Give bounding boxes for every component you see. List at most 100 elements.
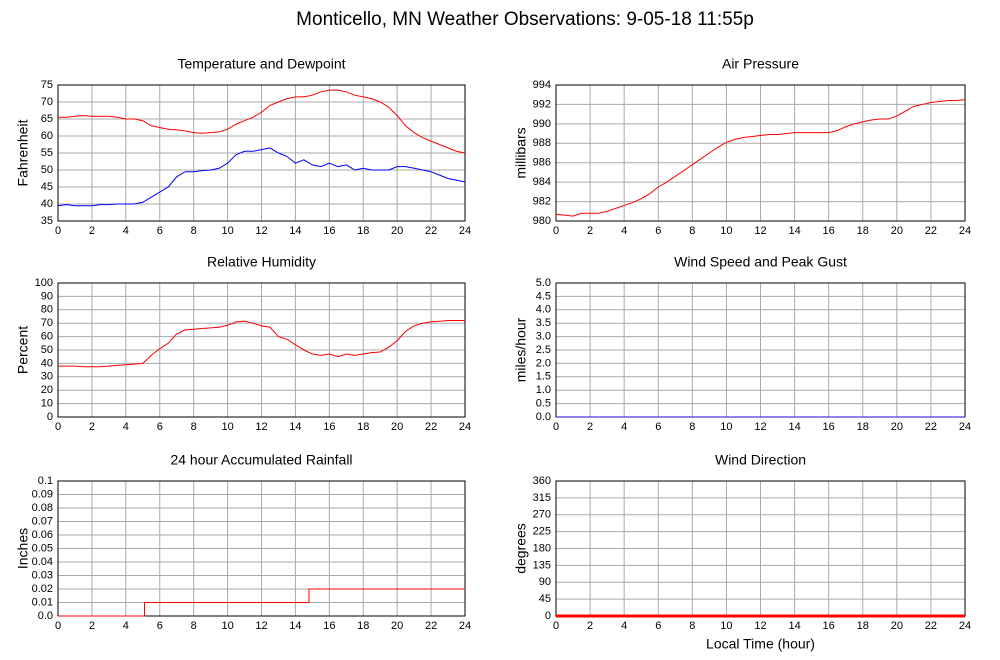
- y-axis-label: Fahrenheit: [15, 119, 31, 186]
- y-tick-label: 270: [533, 509, 551, 521]
- y-tick-label: 2.5: [536, 344, 551, 356]
- x-tick-label: 10: [720, 225, 732, 237]
- x-tick-label: 22: [925, 225, 937, 237]
- y-tick-label: 0: [545, 610, 551, 622]
- x-tick-label: 22: [425, 421, 437, 433]
- y-tick-label: 80: [41, 304, 53, 316]
- x-tick-label: 4: [123, 620, 129, 632]
- x-tick-label: 12: [255, 620, 267, 632]
- x-tick-label: 18: [857, 620, 869, 632]
- y-axis-label: miles/hour: [513, 317, 529, 382]
- x-tick-label: 8: [689, 620, 695, 632]
- x-tick-label: 14: [289, 225, 301, 237]
- x-tick-label: 24: [459, 225, 471, 237]
- y-tick-label: 986: [533, 157, 551, 169]
- x-tick-label: 4: [123, 421, 129, 433]
- y-tick-label: 225: [533, 526, 551, 538]
- x-tick-label: 6: [157, 225, 163, 237]
- x-tick-label: 8: [689, 421, 695, 433]
- y-tick-label: 40: [41, 198, 53, 210]
- y-axis-label: Percent: [15, 326, 31, 374]
- y-tick-label: 0.01: [32, 596, 53, 608]
- plot-frame: [57, 480, 466, 617]
- x-tick-label: 14: [788, 225, 800, 237]
- x-tick-label: 20: [391, 620, 403, 632]
- x-tick-label: 24: [959, 225, 971, 237]
- y-tick-label: 0.5: [536, 398, 551, 410]
- x-tick-label: 12: [255, 421, 267, 433]
- x-tick-label: 10: [221, 620, 233, 632]
- y-tick-label: 1.5: [536, 371, 551, 383]
- y-tick-label: 0.07: [32, 515, 53, 527]
- x-tick-label: 20: [891, 620, 903, 632]
- x-tick-label: 20: [391, 421, 403, 433]
- x-tick-label: 14: [289, 620, 301, 632]
- y-tick-label: 0.08: [32, 502, 53, 514]
- y-tick-label: 90: [539, 576, 551, 588]
- x-tick-label: 18: [357, 225, 369, 237]
- data-line: [58, 89, 466, 154]
- x-tick-label: 18: [357, 620, 369, 632]
- plot-frame: [555, 84, 966, 222]
- x-tick-label: 10: [720, 421, 732, 433]
- y-tick-label: 90: [41, 290, 53, 302]
- x-tick-label: 6: [655, 421, 661, 433]
- y-tick-label: 994: [533, 79, 551, 91]
- y-tick-label: 135: [533, 559, 551, 571]
- y-tick-label: 30: [41, 371, 53, 383]
- data-line: [58, 588, 465, 617]
- y-tick-label: 4.0: [536, 304, 551, 316]
- y-tick-label: 2.0: [536, 357, 551, 369]
- chart-title: 24 hour Accumulated Rainfall: [170, 452, 352, 468]
- x-tick-label: 0: [55, 421, 61, 433]
- x-tick-label: 10: [221, 421, 233, 433]
- chart-title: Relative Humidity: [207, 254, 316, 270]
- x-tick-label: 18: [357, 421, 369, 433]
- x-tick-label: 12: [754, 225, 766, 237]
- y-axis-label: degrees: [513, 523, 529, 574]
- y-tick-label: 50: [41, 344, 53, 356]
- chart-title: Air Pressure: [722, 56, 799, 72]
- y-tick-label: 0.02: [32, 583, 53, 595]
- y-tick-label: 990: [533, 118, 551, 130]
- x-tick-label: 10: [221, 225, 233, 237]
- y-tick-label: 360: [533, 475, 551, 487]
- x-tick-label: 8: [689, 225, 695, 237]
- x-tick-label: 18: [857, 421, 869, 433]
- y-tick-label: 3.5: [536, 317, 551, 329]
- chart-panel: Temperature and DewpointFahrenheit354045…: [15, 56, 471, 237]
- y-tick-label: 0.03: [32, 569, 53, 581]
- y-axis-label: millibars: [513, 127, 529, 178]
- x-tick-label: 16: [323, 620, 335, 632]
- x-tick-label: 12: [754, 620, 766, 632]
- x-tick-label: 14: [788, 620, 800, 632]
- x-tick-label: 0: [55, 620, 61, 632]
- x-tick-label: 4: [123, 225, 129, 237]
- chart-panel: Relative HumidityPercent0102030405060708…: [15, 254, 471, 433]
- x-tick-label: 12: [754, 421, 766, 433]
- y-tick-label: 45: [539, 593, 551, 605]
- y-tick-label: 0.0: [38, 610, 53, 622]
- y-axis-label: Inches: [15, 528, 31, 569]
- chart-title: Wind Direction: [715, 452, 806, 468]
- y-tick-label: 0.06: [32, 529, 53, 541]
- data-line: [555, 99, 966, 217]
- x-axis-label: Local Time (hour): [706, 636, 815, 652]
- x-tick-label: 4: [621, 620, 627, 632]
- x-tick-label: 24: [459, 421, 471, 433]
- y-tick-label: 988: [533, 137, 551, 149]
- chart-panel: Wind Speed and Peak Gust miles/hour 0.00.5…: [513, 254, 971, 433]
- y-tick-label: 980: [533, 215, 551, 227]
- x-tick-label: 0: [553, 225, 559, 237]
- x-tick-label: 16: [823, 620, 835, 632]
- x-tick-label: 22: [925, 421, 937, 433]
- x-tick-label: 18: [857, 225, 869, 237]
- x-tick-label: 20: [391, 225, 403, 237]
- y-tick-label: 20: [41, 384, 53, 396]
- y-tick-label: 40: [41, 357, 53, 369]
- chart-panel: 24 hour Accumulated Rainfall Inches 0.0 0.0…: [15, 452, 471, 632]
- x-tick-label: 2: [89, 620, 95, 632]
- y-tick-label: 1.0: [536, 384, 551, 396]
